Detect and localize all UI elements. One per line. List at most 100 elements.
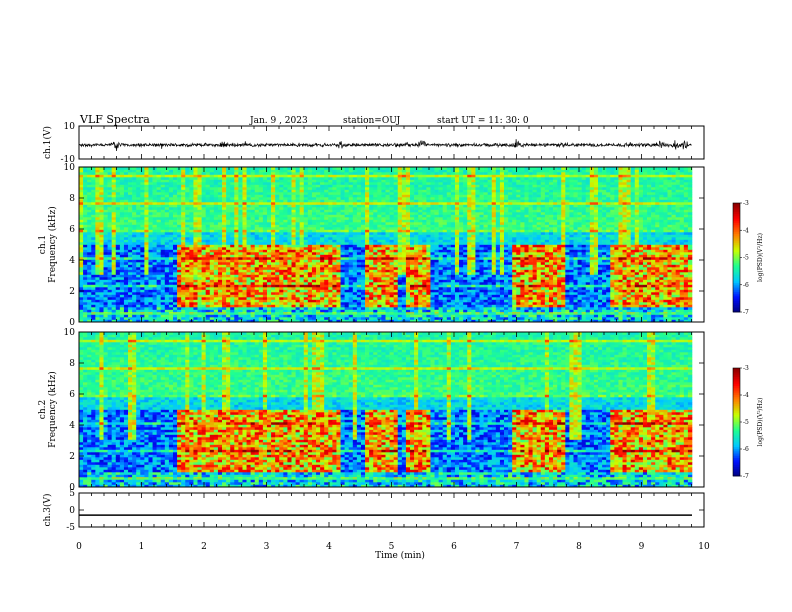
spectrogram-cell bbox=[238, 242, 243, 245]
spectrogram-cell bbox=[132, 184, 137, 188]
spectrogram-cell bbox=[295, 294, 300, 298]
spectrogram-cell bbox=[246, 217, 251, 220]
spectrogram-cell bbox=[115, 214, 121, 218]
spectrogram-cell bbox=[328, 217, 333, 220]
spectrogram-cell bbox=[352, 277, 358, 280]
spectrogram-cell bbox=[303, 187, 309, 190]
spectrogram-cell bbox=[340, 312, 345, 315]
spectrogram-cell bbox=[373, 179, 378, 183]
spectrogram-cell bbox=[348, 314, 354, 318]
spectrogram-cell bbox=[164, 262, 170, 265]
spectrogram-cell bbox=[238, 244, 243, 248]
spectrogram-cell bbox=[365, 239, 370, 243]
spectrogram-cell bbox=[181, 204, 186, 208]
spectrogram-cell bbox=[87, 314, 92, 318]
spectrogram-cell bbox=[271, 174, 276, 178]
spectrogram-cell bbox=[283, 304, 288, 308]
spectrogram-cell bbox=[152, 182, 157, 185]
spectrogram-cell bbox=[128, 204, 133, 208]
spectrogram-cell bbox=[336, 242, 341, 245]
spectrogram-cell bbox=[250, 297, 256, 300]
spectrogram-cell bbox=[356, 209, 362, 213]
spectrogram-cell bbox=[152, 274, 157, 278]
spectrogram-cell bbox=[172, 174, 178, 178]
spectrogram-cell bbox=[95, 279, 100, 283]
spectrogram-cell bbox=[156, 239, 162, 243]
spectrogram-cell bbox=[373, 214, 378, 218]
spectrogram-cell bbox=[193, 264, 198, 268]
spectrogram-cell bbox=[258, 189, 264, 193]
spectrogram-cell bbox=[291, 244, 296, 248]
spectrogram-cell bbox=[168, 224, 174, 228]
spectrogram-cell bbox=[295, 252, 300, 255]
spectrogram-cell bbox=[83, 259, 88, 263]
spectrogram-cell bbox=[209, 282, 215, 285]
spectrogram-cell bbox=[275, 237, 280, 240]
spectrogram-cell bbox=[103, 269, 108, 273]
spectrogram-cell bbox=[168, 292, 174, 295]
spectrogram-cell bbox=[295, 234, 300, 238]
spectrogram-cell bbox=[128, 212, 133, 215]
spectrogram-cell bbox=[95, 219, 100, 223]
spectrogram-cell bbox=[377, 199, 382, 203]
spectrogram-cell bbox=[222, 177, 227, 180]
spectrogram-cell bbox=[164, 194, 170, 198]
spectrogram-cell bbox=[132, 209, 137, 213]
spectrogram-cell bbox=[356, 307, 362, 310]
spectrogram-cell bbox=[115, 287, 121, 290]
spectrogram-cell bbox=[254, 172, 260, 175]
spectrogram-cell bbox=[91, 212, 96, 215]
spectrogram-cell bbox=[107, 317, 112, 320]
spectrogram-cell bbox=[209, 187, 215, 190]
spectrogram-cell bbox=[156, 277, 162, 280]
spectrogram-cell bbox=[177, 254, 182, 258]
spectrogram-cell bbox=[213, 252, 219, 255]
spectrogram-cell bbox=[177, 177, 182, 180]
spectrogram-cell bbox=[152, 292, 157, 295]
spectrogram-cell bbox=[242, 199, 247, 203]
spectrogram-cell bbox=[303, 299, 309, 303]
spectrogram-cell bbox=[381, 224, 386, 228]
spectrogram-cell bbox=[128, 244, 133, 248]
spectrogram-cell bbox=[254, 267, 260, 270]
spectrogram-cell bbox=[111, 252, 117, 255]
spectrogram-cell bbox=[242, 207, 247, 210]
spectrogram-cell bbox=[132, 202, 137, 205]
spectrogram-cell bbox=[291, 267, 296, 270]
spectrogram-cell bbox=[246, 247, 251, 250]
spectrogram-cell bbox=[160, 217, 166, 220]
spectrogram-cell bbox=[140, 232, 145, 235]
spectrogram-cell bbox=[356, 252, 362, 255]
spectrogram-cell bbox=[324, 302, 329, 305]
spectrogram-cell bbox=[250, 292, 256, 295]
spectrogram-cell bbox=[279, 292, 284, 295]
spectrogram-cell bbox=[271, 169, 276, 173]
spectrogram-cell bbox=[340, 252, 345, 255]
spectrogram-cell bbox=[320, 199, 325, 203]
spectrogram-cell bbox=[389, 172, 394, 175]
spectrogram-cell bbox=[140, 227, 145, 230]
spectrogram-cell bbox=[148, 302, 153, 305]
spectrogram-cell bbox=[307, 179, 313, 183]
spectrogram-cell bbox=[340, 317, 345, 320]
spectrogram-cell bbox=[79, 177, 84, 180]
spectrogram-cell bbox=[242, 234, 247, 238]
spectrogram-cell bbox=[181, 214, 186, 218]
spectrogram-cell bbox=[172, 237, 178, 240]
spectrogram-cell bbox=[136, 212, 141, 215]
spectrogram-cell bbox=[205, 284, 211, 288]
spectrogram-cell bbox=[160, 224, 166, 228]
spectrogram-cell bbox=[164, 269, 170, 273]
spectrogram-cell bbox=[356, 214, 362, 218]
spectrogram-cell bbox=[107, 292, 112, 295]
spectrogram-cell bbox=[115, 312, 121, 315]
spectrogram-cell bbox=[156, 232, 162, 235]
spectrogram-cell bbox=[266, 189, 272, 193]
spectrogram-cell bbox=[348, 242, 354, 245]
spectrogram-cell bbox=[189, 202, 194, 205]
spectrogram-cell bbox=[336, 234, 341, 238]
spectrogram-cell bbox=[266, 294, 272, 298]
spectrogram-cell bbox=[369, 177, 374, 180]
spectrogram-cell bbox=[275, 269, 280, 273]
spectrogram-cell bbox=[381, 167, 386, 170]
